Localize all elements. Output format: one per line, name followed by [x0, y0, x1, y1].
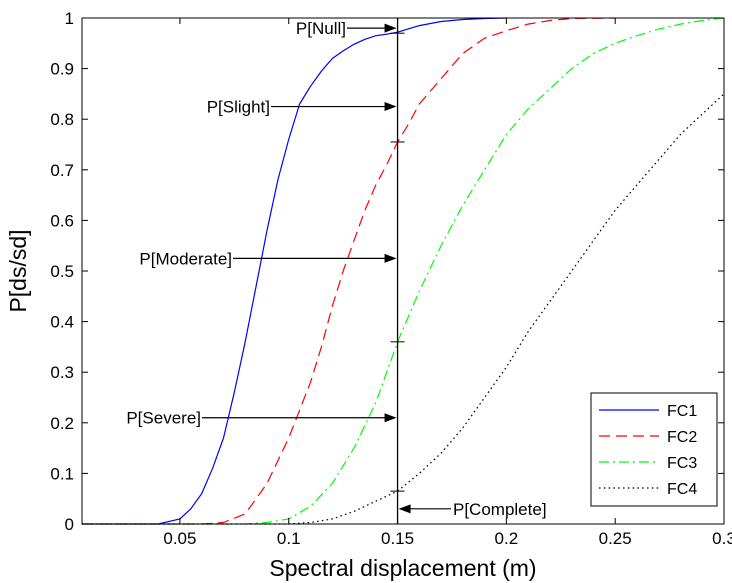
x-axis-title: Spectral displacement (m) — [269, 555, 536, 581]
series-layer — [82, 17, 725, 525]
axes-layer: 0.05 0.1 0.15 0.2 0.25 0.3 0 0.1 0.2 0.3 0.4 0.5 0.6… — [50, 9, 732, 548]
y-tick-label: 0.1 — [50, 464, 74, 483]
annotation-arrow-head-pcomplete — [398, 504, 411, 514]
reference-line-layer — [390, 18, 405, 524]
legend-label-fc1: FC1 — [667, 403, 697, 420]
legend: FC1 FC2 FC3 FC4 — [590, 392, 718, 507]
y-tick-label: 0.2 — [50, 414, 74, 433]
annotation-label-psevere: P[Severe] — [126, 409, 201, 428]
x-tick-label: 0.05 — [163, 529, 196, 548]
legend-label-fc2: FC2 — [667, 429, 697, 446]
legend-label-fc4: FC4 — [667, 481, 697, 498]
y-tick-label: 0.6 — [50, 211, 74, 230]
y-tick-label: 1 — [65, 9, 74, 28]
legend-box — [590, 392, 718, 507]
annotation-label-pmoderate: P[Moderate] — [139, 249, 232, 268]
annotation-arrow-head-psevere — [384, 413, 397, 423]
x-tick-label: 0.1 — [277, 529, 301, 548]
y-tick-label: 0.3 — [50, 363, 74, 382]
annotation-label-pcomplete: P[Complete] — [453, 500, 547, 519]
legend-label-fc3: FC3 — [667, 455, 697, 472]
x-tick-label: 0.15 — [381, 529, 414, 548]
series-line-fc2 — [82, 17, 616, 525]
x-tick-label: 0.3 — [712, 529, 732, 548]
y-tick-label: 0.8 — [50, 110, 74, 129]
annotation-label-pnull: P[Null] — [296, 19, 346, 38]
annotation-arrow-head-pmoderate — [384, 253, 397, 263]
y-tick-label: 0.4 — [50, 313, 74, 332]
annotation-layer: P[Null] P[Slight] P[Moderate] P[Severe] P[Co… — [126, 19, 546, 519]
y-tick-label: 0.7 — [50, 161, 74, 180]
x-tick-label: 0.2 — [495, 529, 519, 548]
y-tick-label: 0 — [65, 515, 74, 534]
annotation-arrow-head-pslight — [384, 102, 397, 112]
annotation-arrow-head-pnull — [384, 23, 397, 33]
annotation-label-pslight: P[Slight] — [207, 98, 270, 117]
y-axis-title: P[ds/sd] — [5, 229, 31, 312]
series-line-fc1 — [82, 17, 507, 525]
series-line-fc3 — [82, 17, 725, 525]
x-tick-label: 0.25 — [599, 529, 632, 548]
y-tick-label: 0.5 — [50, 262, 74, 281]
y-tick-label: 0.9 — [50, 60, 74, 79]
